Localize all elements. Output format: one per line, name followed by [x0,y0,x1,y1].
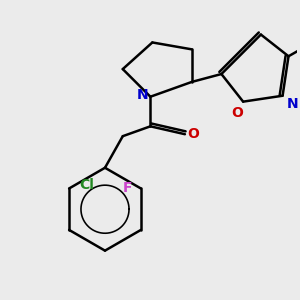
Text: N: N [137,88,148,102]
Text: O: O [187,127,199,141]
Text: F: F [122,182,132,196]
Text: O: O [231,106,243,121]
Text: Cl: Cl [80,178,94,191]
Text: N: N [287,97,298,111]
